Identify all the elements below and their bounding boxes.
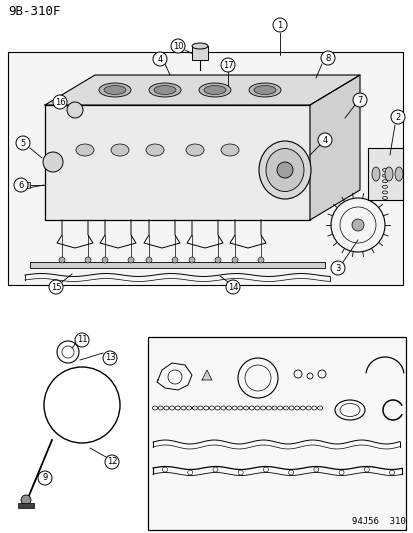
Circle shape [49,280,63,294]
Text: 4: 4 [322,135,327,144]
Circle shape [189,257,195,263]
Circle shape [85,257,91,263]
Text: 16: 16 [55,98,65,107]
Polygon shape [202,370,211,380]
Ellipse shape [371,167,379,181]
Text: 9B-310F: 9B-310F [8,5,60,18]
Polygon shape [367,148,402,200]
Bar [18,503,34,508]
Ellipse shape [185,144,204,156]
Text: 11: 11 [76,335,87,344]
Text: 10: 10 [172,42,183,51]
Ellipse shape [248,83,280,97]
Circle shape [352,93,366,107]
Circle shape [276,162,292,178]
Circle shape [351,219,363,231]
Text: 15: 15 [51,282,61,292]
Ellipse shape [104,85,126,94]
Bar [8,52,402,285]
Circle shape [171,257,178,263]
Ellipse shape [221,144,238,156]
Ellipse shape [259,141,310,199]
Text: 1: 1 [277,20,282,29]
Text: 6: 6 [18,181,24,190]
Circle shape [38,471,52,485]
Circle shape [105,455,119,469]
Circle shape [214,257,221,263]
Ellipse shape [254,85,275,94]
Ellipse shape [204,85,225,94]
Circle shape [14,178,28,192]
Circle shape [257,257,263,263]
Circle shape [390,110,404,124]
Ellipse shape [192,43,207,49]
Circle shape [16,136,30,150]
Text: 8: 8 [325,53,330,62]
Text: 12: 12 [107,457,117,466]
Circle shape [21,495,31,505]
Text: 4: 4 [157,54,162,63]
Polygon shape [30,262,324,268]
Text: 9: 9 [42,473,47,482]
Polygon shape [45,75,359,105]
Text: 5: 5 [20,139,26,148]
Circle shape [102,257,108,263]
Ellipse shape [149,83,180,97]
Circle shape [320,51,334,65]
Text: 7: 7 [356,95,362,104]
Bar [45,105,309,220]
Circle shape [330,261,344,275]
Circle shape [225,280,240,294]
Polygon shape [309,75,359,220]
Text: 3: 3 [335,263,340,272]
Circle shape [171,39,185,53]
Circle shape [103,351,117,365]
Ellipse shape [111,144,129,156]
Ellipse shape [154,85,176,94]
Ellipse shape [99,83,131,97]
Circle shape [43,152,63,172]
Circle shape [221,58,235,72]
Circle shape [231,257,237,263]
Ellipse shape [394,167,402,181]
Bar [147,337,405,530]
Ellipse shape [199,83,230,97]
Circle shape [272,18,286,32]
Circle shape [168,370,182,384]
Circle shape [75,333,89,347]
Circle shape [317,133,331,147]
Circle shape [67,102,83,118]
Circle shape [59,257,65,263]
Circle shape [128,257,134,263]
Bar [192,46,207,60]
Text: 2: 2 [394,112,400,122]
Ellipse shape [76,144,94,156]
Bar [22,182,30,188]
Circle shape [53,95,67,109]
Text: 17: 17 [222,61,233,69]
Circle shape [153,52,166,66]
Ellipse shape [266,149,303,191]
Ellipse shape [384,167,392,181]
Text: 13: 13 [104,353,115,362]
Text: 14: 14 [227,282,237,292]
Text: 94J56  310: 94J56 310 [351,517,405,526]
Circle shape [146,257,152,263]
Ellipse shape [146,144,164,156]
